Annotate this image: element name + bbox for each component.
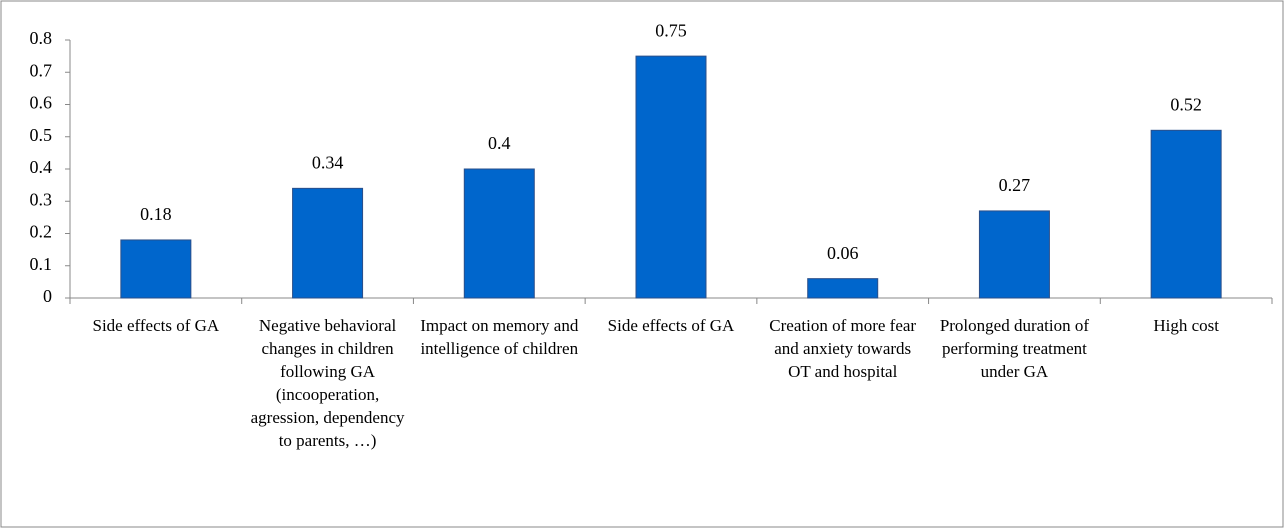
bar (635, 55, 707, 299)
x-tick-label: Side effects of GA (92, 316, 220, 335)
x-tick-label: Prolonged duration of performing treatme… (939, 316, 1090, 381)
x-tick-label: Creation of more fear and anxiety toward… (769, 316, 917, 381)
bar (292, 187, 364, 299)
bar (978, 210, 1050, 299)
value-label: 0.52 (1170, 94, 1202, 114)
y-tick-label: 0.3 (30, 189, 53, 209)
y-tick-label: 0.1 (30, 254, 53, 274)
value-label: 0.27 (999, 175, 1031, 195)
bar (807, 278, 879, 299)
x-tick-label: Impact on memory and intelligence of chi… (420, 316, 579, 358)
value-label: 0.06 (827, 243, 859, 263)
y-tick-label: 0.8 (30, 28, 53, 48)
value-label: 0.75 (655, 20, 687, 40)
y-tick-label: 0.4 (30, 157, 53, 177)
y-tick-label: 0.6 (30, 93, 53, 113)
value-label: 0.4 (488, 133, 511, 153)
y-tick-label: 0.5 (30, 125, 53, 145)
bar (1150, 129, 1222, 299)
bar (120, 239, 192, 299)
x-tick-label: High cost (1153, 316, 1219, 335)
y-tick-label: 0 (43, 286, 52, 306)
y-tick-label: 0.2 (30, 222, 53, 242)
y-tick-label: 0.7 (30, 60, 53, 80)
value-label: 0.34 (312, 152, 344, 172)
x-tick-label: Side effects of GA (607, 316, 735, 335)
bar (463, 168, 535, 299)
value-label: 0.18 (140, 204, 172, 224)
x-tick-label: Negative behavioral changes in children … (250, 316, 405, 450)
